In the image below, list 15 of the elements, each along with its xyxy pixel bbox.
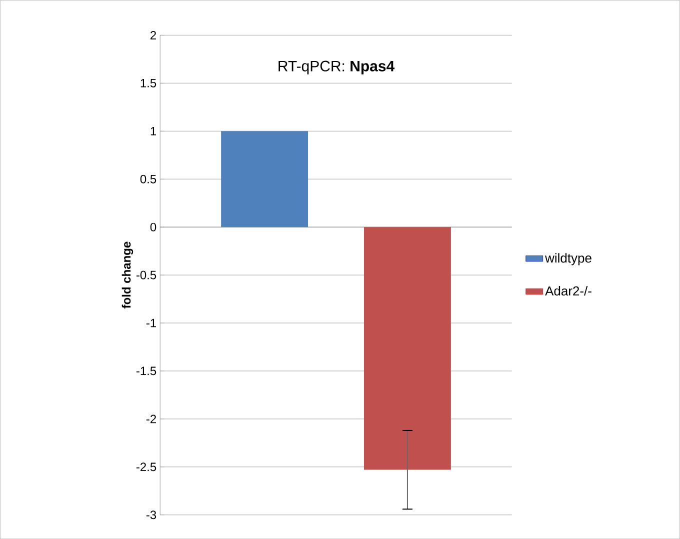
y-tick-label: -3	[146, 510, 156, 520]
text: RT-qPCR: Npas4	[278, 60, 395, 74]
y-tick-label: -1	[146, 318, 156, 328]
y-tick-label: 1.5	[140, 78, 156, 88]
y-axis-title: fold change	[122, 242, 134, 308]
legend-label: Adar2-/-	[545, 286, 592, 296]
y-tick-label: -1.5	[136, 366, 156, 376]
y-tick-label: -2	[146, 414, 156, 424]
y-tick-label: 0	[150, 222, 156, 232]
y-tick-label: -0.5	[136, 270, 156, 280]
y-tick-label: 1	[150, 126, 156, 136]
y-tick-label: 2	[150, 30, 156, 40]
legend-label: wildtype	[545, 253, 592, 266]
y-tick-label: -2.5	[136, 462, 156, 472]
y-tick-label: 0.5	[140, 174, 156, 184]
